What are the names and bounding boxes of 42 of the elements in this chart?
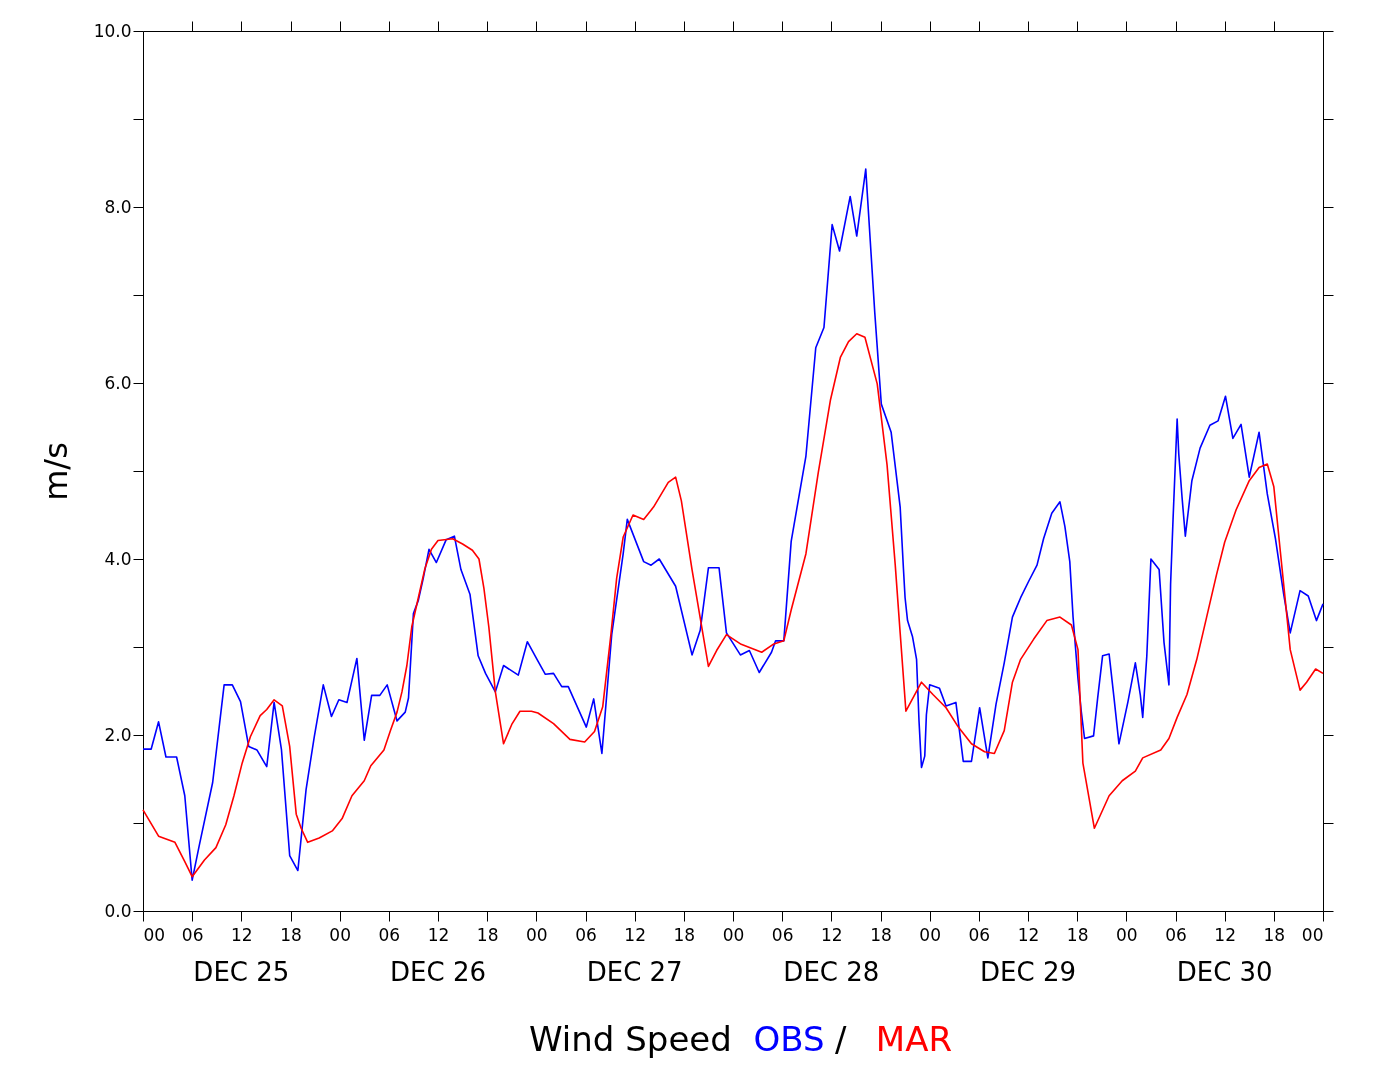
x-tick-label: 06 (378, 924, 401, 945)
y-tick-label: 0.0 (104, 900, 132, 921)
x-tick-label: 18 (870, 924, 892, 945)
x-tick-label: 00 (1301, 924, 1324, 945)
text: / (835, 1019, 847, 1059)
text: DEC 26 (390, 957, 486, 987)
x-tick-label: 12 (821, 924, 843, 945)
x-tick-label: 00 (329, 924, 351, 945)
x-tick-label: 00 (919, 924, 941, 945)
y-tick-label: 8.0 (104, 196, 132, 217)
x-tick-label: 18 (280, 924, 302, 945)
x-tick-label: 12 (1017, 924, 1040, 945)
x-tick-label: 06 (181, 924, 204, 945)
y-tick-label: 10.0 (93, 20, 132, 41)
x-tick-label: 00 (1116, 924, 1138, 945)
x-tick-label: 18 (476, 924, 499, 945)
x-tick-label: 06 (575, 924, 597, 945)
text: DEC 28 (783, 957, 880, 987)
x-tick-label: 12 (231, 924, 253, 945)
x-tick-label: 06 (968, 924, 991, 945)
x-tick-label: 18 (1263, 924, 1286, 945)
x-axis-title: Wind Speed (529, 1019, 732, 1059)
x-tick-label: 00 (722, 924, 745, 945)
text: OBS (753, 1019, 825, 1059)
y-tick-label: 2.0 (104, 724, 132, 745)
x-tick-label: 18 (673, 924, 696, 945)
y-tick-label: 6.0 (104, 372, 132, 393)
text: MAR (875, 1019, 953, 1059)
text: DEC 27 (586, 957, 683, 987)
y-tick-label: 4.0 (104, 548, 132, 569)
x-tick-label: 18 (1066, 924, 1089, 945)
y-axis-title: m/s (36, 442, 75, 501)
x-tick-label: 12 (427, 924, 450, 945)
text: DEC 29 (980, 957, 1076, 987)
x-tick-label: 00 (526, 924, 548, 945)
x-tick-label: 12 (1214, 924, 1236, 945)
x-tick-label: 00 (143, 924, 166, 945)
x-tick-label: 06 (771, 924, 794, 945)
x-tick-label: 12 (624, 924, 646, 945)
text: DEC 30 (1176, 957, 1273, 987)
x-tick-label: 06 (1165, 924, 1187, 945)
text: DEC 25 (193, 957, 290, 987)
